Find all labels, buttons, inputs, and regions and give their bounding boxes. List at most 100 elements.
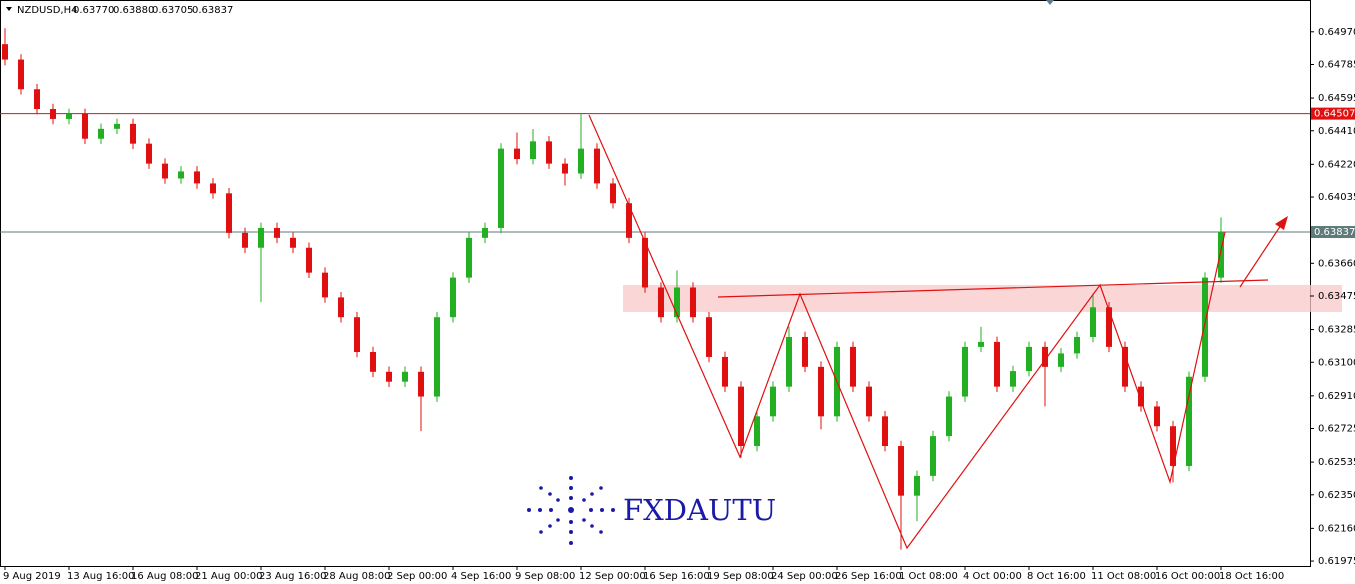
x-tick-label: 28 Aug 08:00 [323,571,390,582]
candle-body [290,237,296,248]
candle-body [546,141,552,164]
x-tick-label: 13 Aug 16:00 [67,571,134,582]
candle-body [114,123,120,129]
candle-body [402,371,408,382]
zigzag [588,114,1226,550]
price-label: 0.63837 [1314,227,1355,238]
x-tick-label: 16 Oct 00:00 [1155,571,1220,582]
candle-body [1122,346,1128,387]
candle-body [98,128,104,139]
y-tick-label: 0.64595 [1318,93,1355,104]
neckline [717,279,1269,298]
x-tick-label: 4 Sep 16:00 [451,571,511,582]
y-tick-label: 0.63475 [1318,291,1355,302]
menu-arrow [6,7,12,11]
price-box [1311,107,1355,120]
candle-body [850,346,856,387]
candle-body [914,475,920,496]
candle-body [898,446,904,496]
candle-body [978,341,984,347]
candle-body [674,287,680,318]
candle-body [658,287,664,318]
candle-body [1218,232,1224,278]
candle-body [1042,346,1048,367]
candle-body [274,227,280,238]
candle-body [1026,346,1032,372]
candle-body [642,237,648,288]
candle-body [706,317,712,357]
candle-body [818,366,824,417]
candle-body [1202,277,1208,377]
candle-body [258,227,264,248]
candle-body [194,171,200,184]
candle-body [450,277,456,318]
candle-body [498,148,504,228]
x-tick-label: 1 Oct 08:00 [899,571,958,582]
candle-body [66,113,72,119]
candle-body [370,352,376,372]
candle-body [594,148,600,184]
candle-body [1074,336,1080,354]
x-tick-label: 11 Oct 08:00 [1091,571,1156,582]
y-tick-label: 0.62725 [1318,424,1355,435]
candle-body [434,317,440,397]
candle-body [1106,307,1112,347]
x-tick-label: 19 Sep 08:00 [707,571,774,582]
x-tick-label: 2 Sep 00:00 [387,571,447,582]
x-tick-label: 21 Aug 00:00 [195,571,262,582]
candle-body [1010,371,1016,387]
candle-body [50,109,56,119]
y-tick-label: 0.64785 [1318,59,1355,70]
candle-body [466,237,472,278]
y-tick-label: 0.61975 [1318,556,1355,567]
candle-body [210,183,216,194]
candle-body [242,232,248,248]
candle-body [178,171,184,179]
logo-mark [527,476,615,545]
x-tick-label: 16 Aug 08:00 [131,571,198,582]
candle-body [1138,386,1144,407]
candle-body [18,59,24,90]
candle-body [130,123,136,144]
x-tick-label: 9 Sep 08:00 [515,571,575,582]
candle-body [946,396,952,437]
arrow-head [1275,216,1288,230]
candle-body [738,386,744,447]
candle-body [162,163,168,179]
candle-body [802,336,808,367]
x-tick-label: 18 Oct 16:00 [1219,571,1284,582]
shift-marker [1046,0,1054,5]
candle-body [786,336,792,387]
candle-body [482,227,488,238]
plot-frame [0,0,1311,567]
x-tick-label: 23 Aug 16:00 [259,571,326,582]
x-tick-label: 16 Sep 16:00 [643,571,710,582]
price-box [1311,226,1355,239]
candle-body [994,341,1000,387]
resistance-zone [623,285,1342,312]
y-tick-label: 0.62535 [1318,457,1355,468]
x-tick-label: 9 Aug 2019 [3,571,61,582]
candle-body [386,371,392,382]
x-tick-label: 24 Sep 00:00 [771,571,838,582]
candle-body [2,44,8,60]
candle-body [754,416,760,447]
candle-body [354,317,360,353]
header-high: 0.63880 [113,5,154,16]
candle-body [530,141,536,160]
candle-body [562,163,568,174]
candle-body [770,386,776,417]
candle-body [418,371,424,397]
x-tick-label: 8 Oct 16:00 [1027,571,1086,582]
y-tick-label: 0.63285 [1318,325,1355,336]
candle-body [1186,376,1192,466]
trend-drawings [588,114,1284,550]
x-tick-label: 12 Sep 00:00 [579,571,646,582]
